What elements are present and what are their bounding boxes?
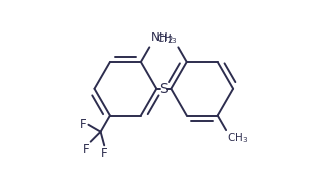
Text: F: F xyxy=(83,143,90,156)
Text: NH$_2$: NH$_2$ xyxy=(150,31,174,46)
Text: F: F xyxy=(101,147,108,160)
Text: S: S xyxy=(159,82,168,96)
Text: CH$_3$: CH$_3$ xyxy=(227,131,248,145)
Text: CH$_3$: CH$_3$ xyxy=(156,33,177,46)
Text: F: F xyxy=(80,118,87,131)
